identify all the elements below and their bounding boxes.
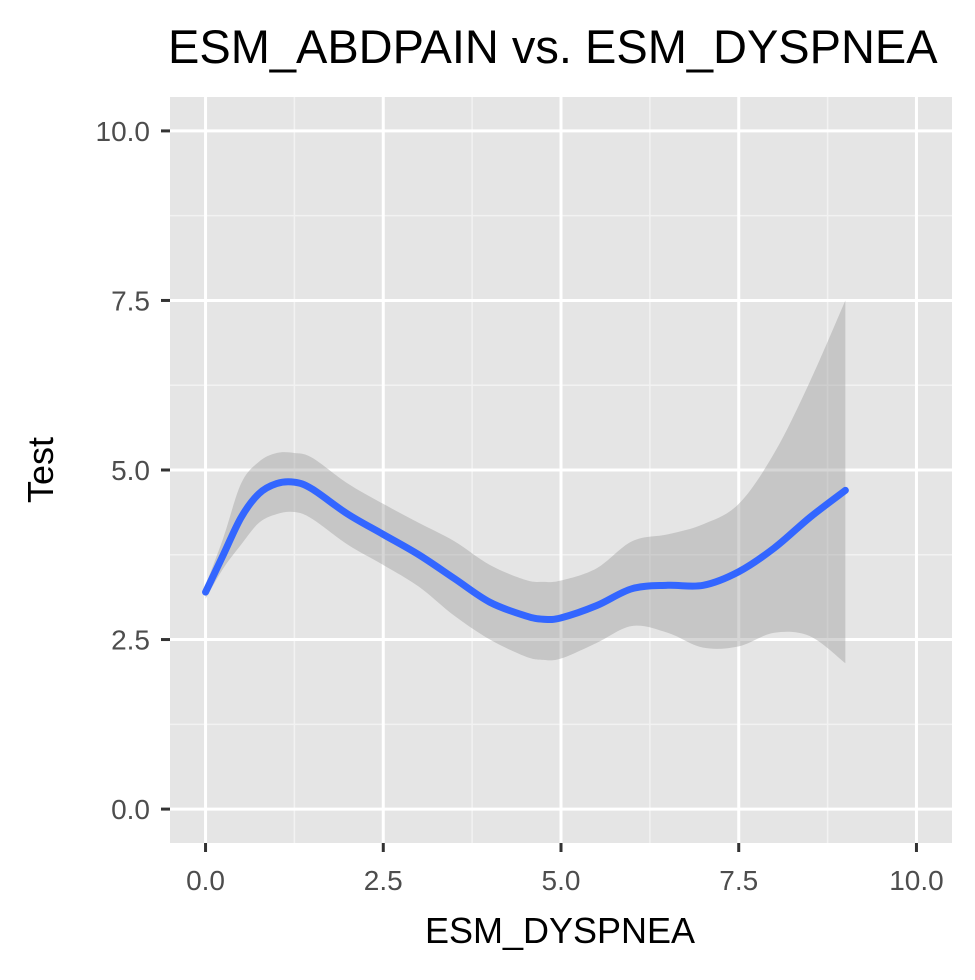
x-tick-label: 2.5 [364, 865, 403, 896]
y-axis-title: Test [20, 437, 61, 503]
confidence-band [205, 300, 846, 664]
x-tick-label: 7.5 [719, 865, 758, 896]
x-tick-label: 0.0 [186, 865, 225, 896]
x-axis-title: ESM_DYSPNEA [425, 910, 695, 951]
x-tick-label: 5.0 [542, 865, 581, 896]
y-tick-label: 0.0 [111, 794, 150, 825]
y-axis: 0.0 2.5 5.0 7.5 10.0 [96, 116, 170, 825]
y-tick-label: 2.5 [111, 625, 150, 656]
smooth-line [202, 478, 849, 624]
chart-title: ESM_ABDPAIN vs. ESM_DYSPNEA [168, 20, 938, 73]
y-tick-label: 5.0 [111, 455, 150, 486]
y-tick-label: 10.0 [96, 116, 151, 147]
y-tick-label: 7.5 [111, 285, 150, 316]
grid-major [170, 97, 952, 843]
x-axis: 0.0 2.5 5.0 7.5 10.0 [186, 843, 944, 896]
x-tick-label: 10.0 [889, 865, 944, 896]
